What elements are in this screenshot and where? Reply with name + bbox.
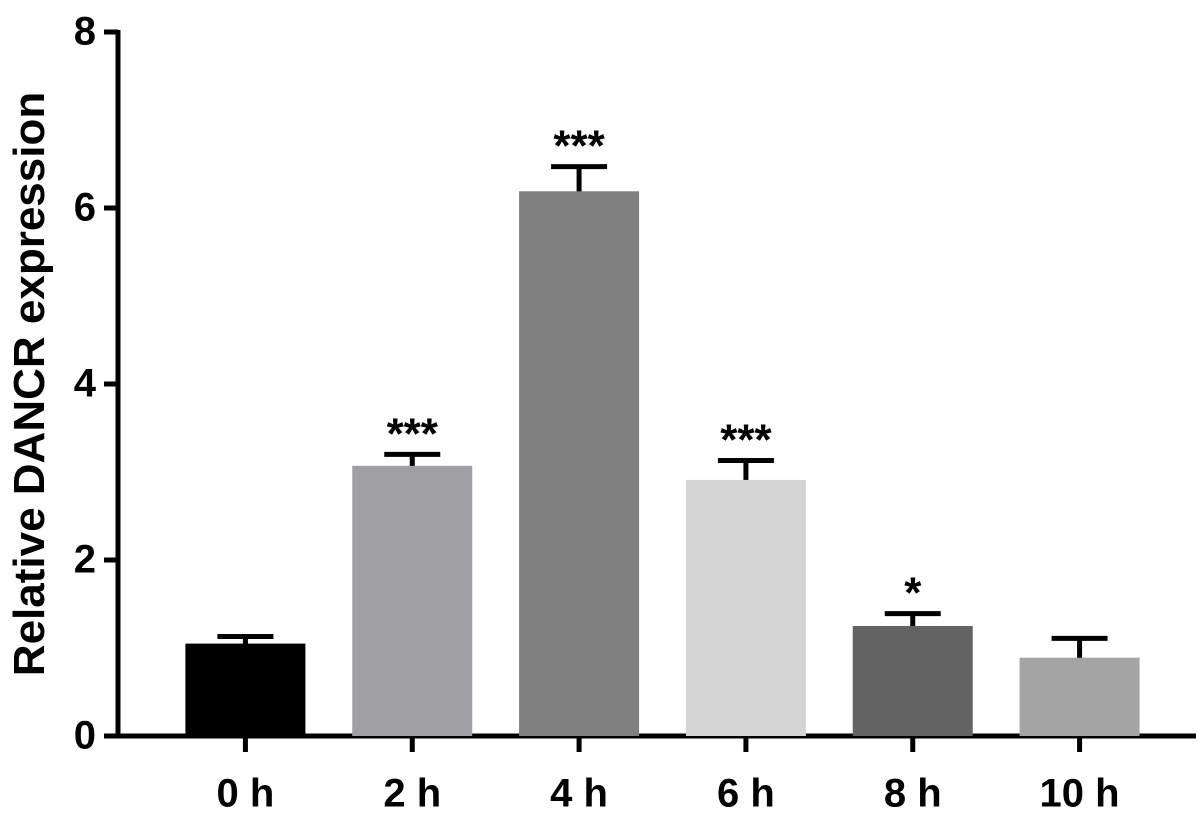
bar	[685, 479, 806, 736]
x-tick-label: 0 h	[217, 772, 275, 816]
significance-label: ***	[553, 122, 605, 171]
x-tick-label: 8 h	[884, 772, 942, 816]
significance-label: *	[904, 569, 922, 618]
x-tick-label: 6 h	[717, 772, 775, 816]
bar	[185, 643, 306, 736]
x-tick-label: 4 h	[550, 772, 608, 816]
significance-label: ***	[720, 416, 772, 465]
y-tick-label: 8	[74, 10, 96, 54]
x-tick-label: 10 h	[1040, 772, 1120, 816]
x-tick-label: 2 h	[383, 772, 441, 816]
bar	[519, 191, 640, 736]
y-axis-title: Relative DANCR expression	[5, 92, 54, 676]
y-tick-label: 4	[74, 362, 97, 406]
y-tick-label: 0	[74, 714, 96, 758]
y-tick-label: 2	[74, 538, 96, 582]
bar	[1019, 657, 1140, 736]
bar	[852, 626, 973, 736]
significance-label: ***	[387, 409, 439, 458]
y-tick-label: 6	[74, 186, 96, 230]
bar	[352, 465, 473, 736]
